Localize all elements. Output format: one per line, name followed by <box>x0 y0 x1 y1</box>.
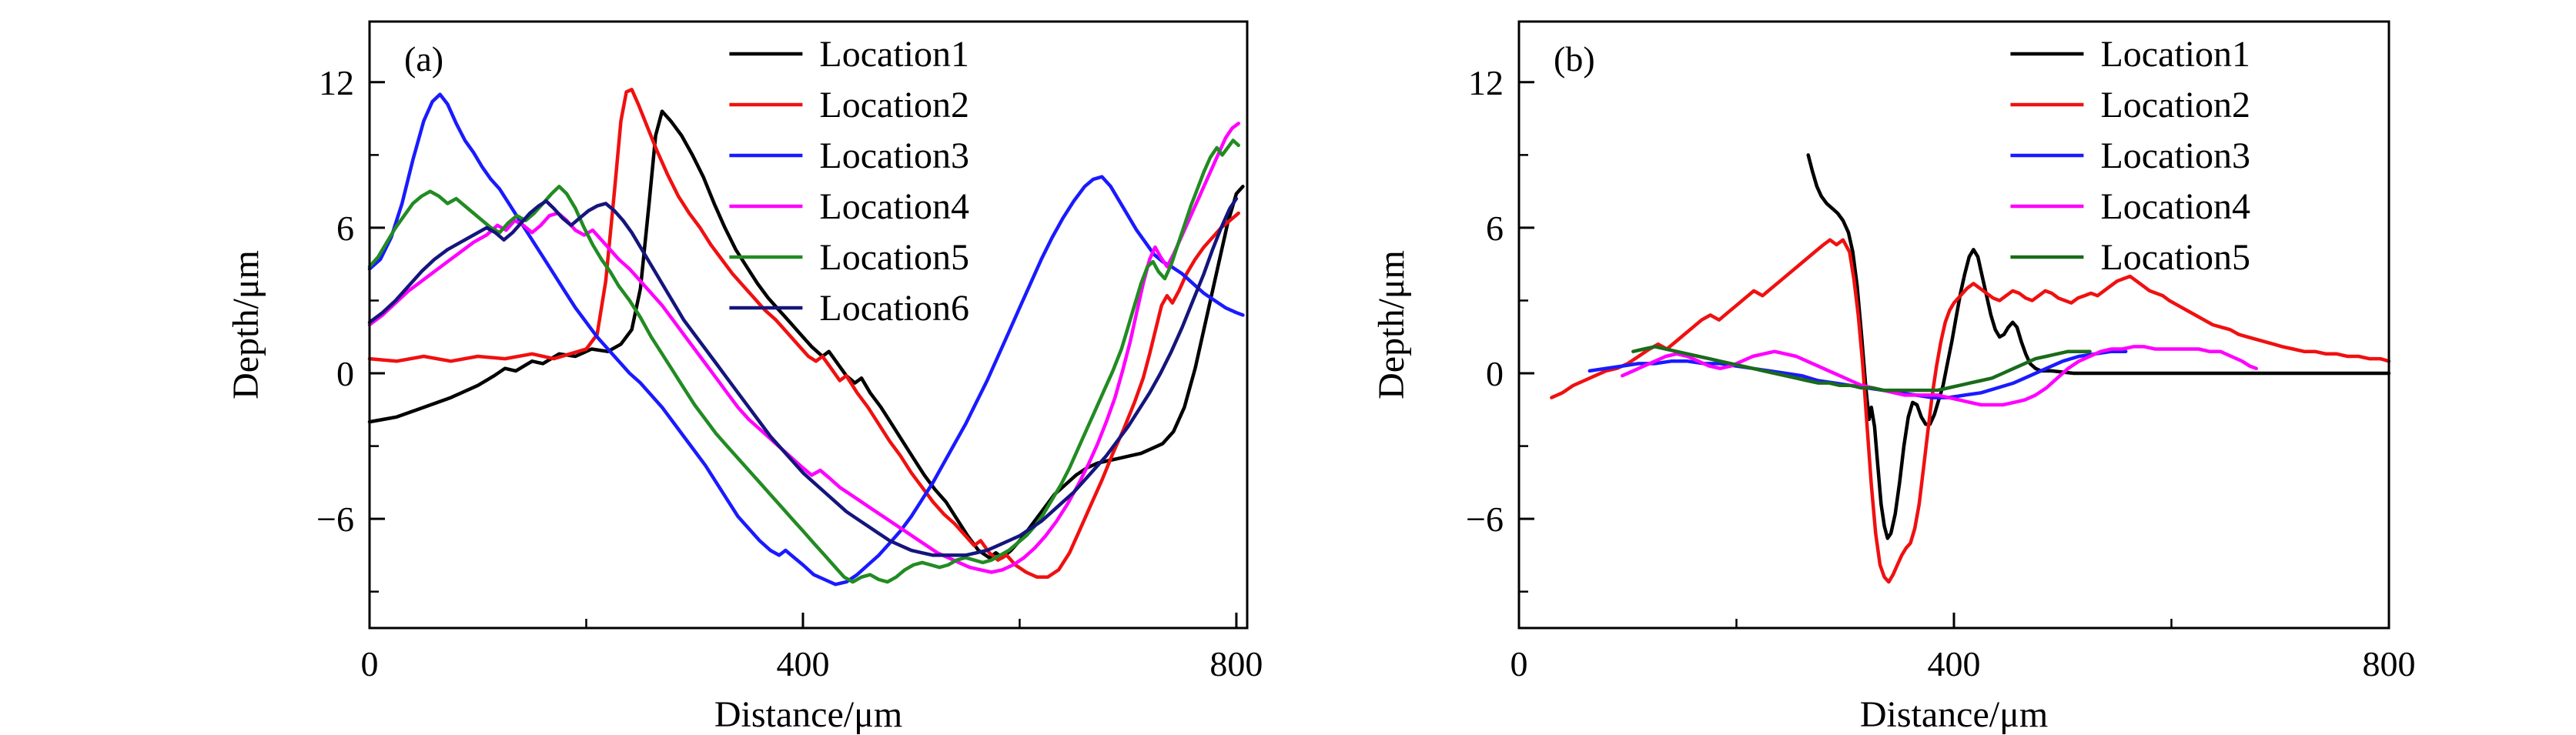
legend-item: Location1 <box>729 34 969 75</box>
chart-b-canvas: 0 400 800 −6 0 6 12 Distance/μm Depth/μm (b) Locat… <box>1371 20 2416 735</box>
legend-label: Location1 <box>819 34 969 75</box>
legend-item: Location2 <box>729 85 969 125</box>
panel-label: (a) <box>404 39 443 79</box>
chart-panel-a: 0 400 800 −6 0 6 12 Distance/μm Depth/μm (a) Locat… <box>226 20 1263 735</box>
legend-label: Location2 <box>819 85 969 125</box>
y-tick-label: 6 <box>1486 209 1504 248</box>
series-line-location5 <box>1631 345 2092 393</box>
legend-label: Location5 <box>819 237 969 278</box>
legend-item: Location4 <box>729 186 969 227</box>
x-tick-label: 800 <box>2363 644 2416 683</box>
legend-label: Location3 <box>2100 135 2250 176</box>
x-tick-label: 0 <box>1510 644 1528 683</box>
chart-a-canvas: 0 400 800 −6 0 6 12 Distance/μm Depth/μm (a) Locat… <box>226 20 1263 735</box>
legend-label: Location3 <box>819 135 969 176</box>
y-tick-label: 12 <box>1468 63 1504 102</box>
x-tick-label: 400 <box>776 644 829 683</box>
series-line-location2 <box>367 88 1240 580</box>
legend-item: Location6 <box>729 288 969 329</box>
legend-item: Location3 <box>2010 135 2250 176</box>
series-line-location3 <box>1587 349 2128 399</box>
y-tick-label: −6 <box>1466 499 1504 539</box>
y-axis-title: Depth/μm <box>1371 250 1412 399</box>
series-line-location4 <box>1620 345 2258 407</box>
series-line-location3 <box>367 92 1245 586</box>
panel-label: (b) <box>1554 39 1595 79</box>
x-axis-title: Distance/μm <box>714 694 902 735</box>
x-tick-label: 400 <box>1928 644 1981 683</box>
legend-label: Location4 <box>2100 186 2250 227</box>
y-tick-label: 12 <box>319 63 354 102</box>
series-line-location5 <box>367 139 1240 584</box>
x-tick-label: 800 <box>1209 644 1263 683</box>
y-tick-label: 0 <box>1486 354 1504 393</box>
y-tick-label: −6 <box>316 499 354 539</box>
chart-panel-b: 0 400 800 −6 0 6 12 Distance/μm Depth/μm (b) Locat… <box>1288 0 2576 735</box>
series-line-location4 <box>367 122 1240 574</box>
legend-label: Location2 <box>2100 85 2250 125</box>
x-tick-label: 0 <box>361 644 379 683</box>
series-line-location1 <box>1806 153 2391 540</box>
series-line-location1 <box>367 109 1245 560</box>
series-line-location6 <box>367 196 1239 557</box>
legend-label: Location6 <box>819 288 969 329</box>
series-line-location2 <box>1550 238 2391 584</box>
legend-item: Location5 <box>2010 237 2250 278</box>
legend-item: Location3 <box>729 135 969 176</box>
x-axis-title: Distance/μm <box>1860 694 2048 735</box>
legend-item: Location2 <box>2010 85 2250 125</box>
y-tick-label: 0 <box>336 354 354 393</box>
legend-item: Location1 <box>2010 34 2250 75</box>
legend-item: Location4 <box>2010 186 2250 227</box>
y-axis-title: Depth/μm <box>226 250 266 399</box>
legend-label: Location4 <box>819 186 969 227</box>
axes-box <box>368 20 1249 630</box>
y-tick-label: 6 <box>336 209 354 248</box>
legend-item: Location5 <box>729 237 969 278</box>
legend-label: Location5 <box>2100 237 2250 278</box>
legend-label: Location1 <box>2100 34 2250 75</box>
